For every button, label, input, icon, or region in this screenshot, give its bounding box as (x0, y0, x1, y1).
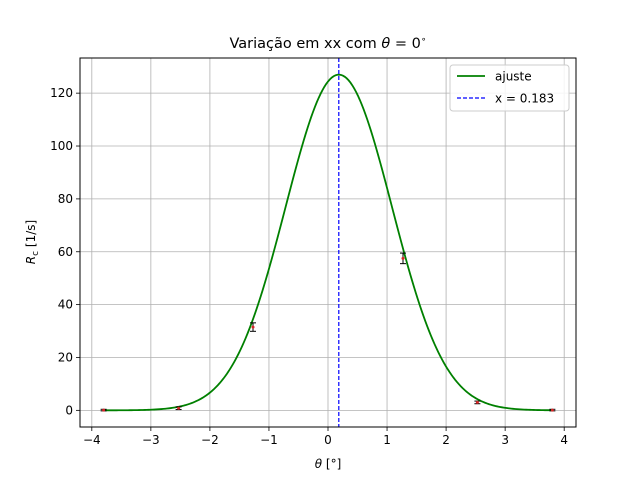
y-tick-label: 20 (58, 350, 73, 364)
x-tick-label: 1 (383, 433, 391, 447)
x-tick-label: 3 (501, 433, 509, 447)
x-tick-label: −3 (142, 433, 160, 447)
data-point (177, 406, 181, 410)
y-tick-label: 120 (50, 86, 73, 100)
chart-title: Variação em xx com θ = 0∘ (229, 35, 426, 52)
x-axis-label: θ [°] (315, 457, 342, 471)
legend-vline-label: x = 0.183 (495, 92, 554, 106)
y-tick-label: 80 (58, 192, 73, 206)
x-tick-label: −4 (83, 433, 101, 447)
plot-area (100, 58, 556, 427)
axes-frame (79, 57, 577, 428)
x-tick-label: 0 (324, 433, 332, 447)
y-tick-label: 40 (58, 298, 73, 312)
data-point (251, 325, 255, 329)
y-axis-label: Rc [1/s] (24, 220, 41, 264)
x-tick-label: −2 (201, 433, 219, 447)
data-point (475, 400, 479, 404)
x-tick-label: −1 (260, 433, 278, 447)
y-tick-label: 100 (50, 139, 73, 153)
legend-fit-label: ajuste (495, 70, 532, 84)
data-point (550, 408, 554, 412)
x-tick-label: 2 (442, 433, 450, 447)
y-tick-label: 0 (65, 403, 73, 417)
grid (80, 58, 576, 427)
y-tick-label: 60 (58, 245, 73, 259)
data-point (401, 256, 405, 260)
legend: ajuste x = 0.183 (449, 64, 570, 112)
data-point (102, 408, 106, 412)
x-tick-label: 4 (560, 433, 568, 447)
